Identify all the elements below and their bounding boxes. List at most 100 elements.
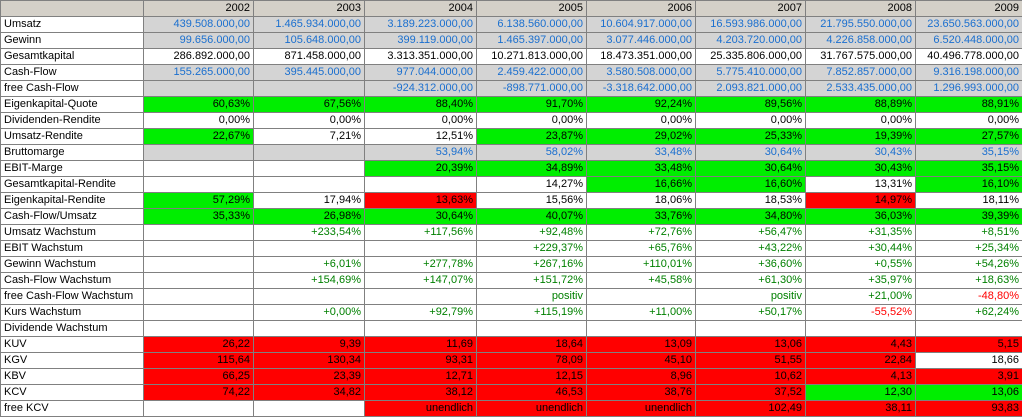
value-cell[interactable] <box>364 288 477 305</box>
value-cell[interactable]: 3,91 <box>915 368 1022 385</box>
value-cell[interactable]: 33,76% <box>586 208 696 225</box>
value-cell[interactable]: 38,11 <box>805 400 916 417</box>
row-label[interactable]: Cash-Flow/Umsatz <box>0 208 144 225</box>
row-label[interactable]: KGV <box>0 352 144 369</box>
value-cell[interactable] <box>143 304 254 321</box>
value-cell[interactable]: 34,82 <box>253 384 365 401</box>
value-cell[interactable]: 99.656.000,00 <box>143 32 254 49</box>
value-cell[interactable]: +6,01% <box>253 256 365 273</box>
row-label[interactable]: Gesamtkapital-Rendite <box>0 176 144 193</box>
value-cell[interactable]: 3.189.223.000,00 <box>364 16 477 33</box>
value-cell[interactable]: 9,39 <box>253 336 365 353</box>
value-cell[interactable]: +151,72% <box>476 272 587 289</box>
value-cell[interactable]: 7,21% <box>253 128 365 145</box>
value-cell[interactable]: 102,49 <box>695 400 806 417</box>
value-cell[interactable]: 39,39% <box>915 208 1022 225</box>
value-cell[interactable]: 35,33% <box>143 208 254 225</box>
year-header-cell[interactable]: 2006 <box>586 0 696 17</box>
value-cell[interactable]: 439.508.000,00 <box>143 16 254 33</box>
value-cell[interactable] <box>586 320 696 337</box>
value-cell[interactable]: 6.520.448.000,00 <box>915 32 1022 49</box>
value-cell[interactable]: 40,07% <box>476 208 587 225</box>
value-cell[interactable]: 31.767.575.000,00 <box>805 48 916 65</box>
value-cell[interactable] <box>586 288 696 305</box>
value-cell[interactable]: 35,15% <box>915 160 1022 177</box>
value-cell[interactable] <box>805 320 916 337</box>
value-cell[interactable]: 22,67% <box>143 128 254 145</box>
year-header-cell[interactable]: 2003 <box>253 0 365 17</box>
value-cell[interactable]: 0,00% <box>586 112 696 129</box>
value-cell[interactable]: 23,39 <box>253 368 365 385</box>
value-cell[interactable]: 58,02% <box>476 144 587 161</box>
value-cell[interactable]: 14,27% <box>476 176 587 193</box>
row-label[interactable]: EBIT-Marge <box>0 160 144 177</box>
value-cell[interactable]: 46,53 <box>476 384 587 401</box>
value-cell[interactable]: 1.465.397.000,00 <box>476 32 587 49</box>
value-cell[interactable]: 26,98% <box>253 208 365 225</box>
value-cell[interactable]: 2.093.821.000,00 <box>695 80 806 97</box>
value-cell[interactable]: 29,02% <box>586 128 696 145</box>
value-cell[interactable]: 1.465.934.000,00 <box>253 16 365 33</box>
value-cell[interactable]: 6.138.560.000,00 <box>476 16 587 33</box>
value-cell[interactable]: +45,58% <box>586 272 696 289</box>
row-label[interactable]: free Cash-Flow <box>0 80 144 97</box>
value-cell[interactable]: 9.316.198.000,00 <box>915 64 1022 81</box>
value-cell[interactable]: 18,66 <box>915 352 1022 369</box>
value-cell[interactable]: +43,22% <box>695 240 806 257</box>
value-cell[interactable]: 0,00% <box>253 112 365 129</box>
value-cell[interactable]: 0,00% <box>915 112 1022 129</box>
value-cell[interactable] <box>143 320 254 337</box>
value-cell[interactable]: 38,12 <box>364 384 477 401</box>
value-cell[interactable]: +147,07% <box>364 272 477 289</box>
value-cell[interactable]: 10.604.917.000,00 <box>586 16 696 33</box>
value-cell[interactable]: +36,60% <box>695 256 806 273</box>
value-cell[interactable]: 66,25 <box>143 368 254 385</box>
value-cell[interactable]: +62,24% <box>915 304 1022 321</box>
value-cell[interactable]: 74,22 <box>143 384 254 401</box>
value-cell[interactable]: 45,10 <box>586 352 696 369</box>
value-cell[interactable]: 4.226.858.000,00 <box>805 32 916 49</box>
value-cell[interactable]: 57,29% <box>143 192 254 209</box>
row-label[interactable]: Umsatz-Rendite <box>0 128 144 145</box>
value-cell[interactable]: 33,48% <box>586 144 696 161</box>
value-cell[interactable]: 18,11% <box>915 192 1022 209</box>
value-cell[interactable]: 10.271.813.000,00 <box>476 48 587 65</box>
value-cell[interactable] <box>143 160 254 177</box>
value-cell[interactable]: 27,57% <box>915 128 1022 145</box>
value-cell[interactable]: 0,00% <box>143 112 254 129</box>
value-cell[interactable] <box>143 80 254 97</box>
value-cell[interactable]: 13,31% <box>805 176 916 193</box>
value-cell[interactable]: 53,94% <box>364 144 477 161</box>
value-cell[interactable] <box>253 400 365 417</box>
value-cell[interactable]: 30,64% <box>364 208 477 225</box>
value-cell[interactable]: +267,16% <box>476 256 587 273</box>
value-cell[interactable]: +233,54% <box>253 224 365 241</box>
value-cell[interactable]: 3.580.508.000,00 <box>586 64 696 81</box>
value-cell[interactable]: +0,00% <box>253 304 365 321</box>
value-cell[interactable]: +229,37% <box>476 240 587 257</box>
value-cell[interactable]: 93,83 <box>915 400 1022 417</box>
value-cell[interactable]: 16,10% <box>915 176 1022 193</box>
row-label[interactable]: EBIT Wachstum <box>0 240 144 257</box>
value-cell[interactable]: 23.650.563.000,00 <box>915 16 1022 33</box>
value-cell[interactable]: 38,76 <box>586 384 696 401</box>
value-cell[interactable]: +21,00% <box>805 288 916 305</box>
value-cell[interactable]: 14,97% <box>805 192 916 209</box>
value-cell[interactable]: 105.648.000,00 <box>253 32 365 49</box>
row-label[interactable]: Gesamtkapital <box>0 48 144 65</box>
value-cell[interactable]: +25,34% <box>915 240 1022 257</box>
value-cell[interactable]: 12,71 <box>364 368 477 385</box>
value-cell[interactable]: 155.265.000,00 <box>143 64 254 81</box>
value-cell[interactable]: 16,66% <box>586 176 696 193</box>
value-cell[interactable]: 51,55 <box>695 352 806 369</box>
value-cell[interactable]: 22,84 <box>805 352 916 369</box>
row-label[interactable]: Umsatz Wachstum <box>0 224 144 241</box>
value-cell[interactable]: 16,60% <box>695 176 806 193</box>
value-cell[interactable]: -924.312.000,00 <box>364 80 477 97</box>
year-header-cell[interactable]: 2002 <box>143 0 254 17</box>
value-cell[interactable]: +92,48% <box>476 224 587 241</box>
value-cell[interactable]: 5,15 <box>915 336 1022 353</box>
value-cell[interactable]: +18,63% <box>915 272 1022 289</box>
value-cell[interactable]: 18,06% <box>586 192 696 209</box>
year-header-cell[interactable]: 2004 <box>364 0 477 17</box>
